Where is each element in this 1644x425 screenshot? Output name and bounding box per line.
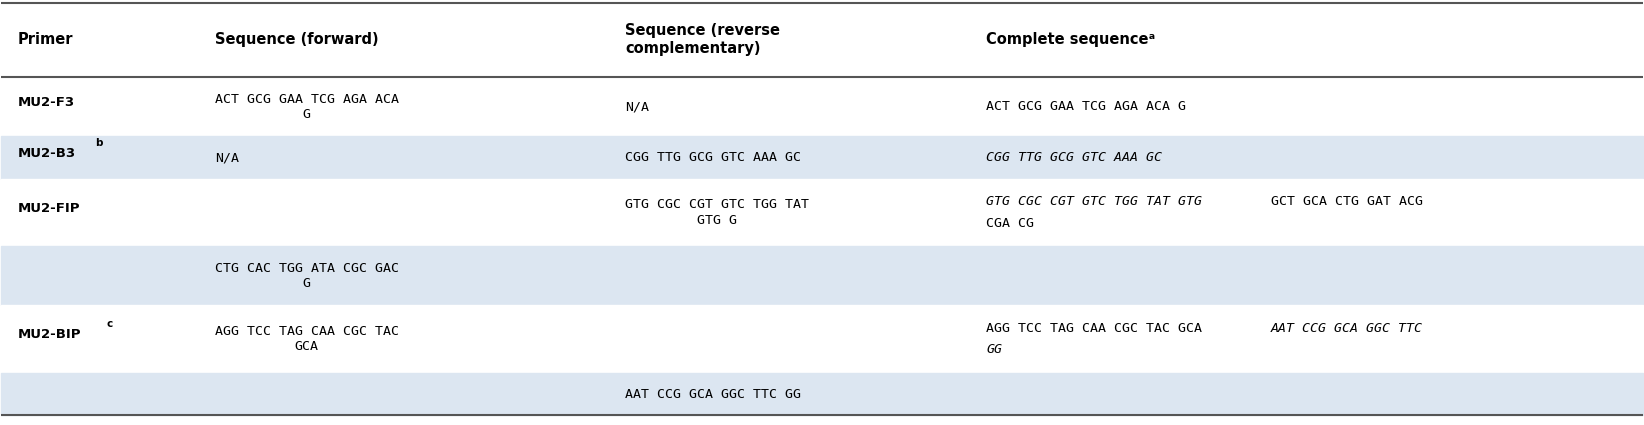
Text: GG: GG	[986, 343, 1003, 356]
Text: MU2-F3: MU2-F3	[18, 96, 76, 109]
Bar	[2, 136, 1642, 179]
Text: Sequence (reverse
complementary): Sequence (reverse complementary)	[625, 23, 779, 56]
Text: GCT GCA CTG GAT ACG: GCT GCA CTG GAT ACG	[1271, 196, 1424, 208]
Text: MU2-BIP: MU2-BIP	[18, 329, 81, 341]
Text: AAT CCG GCA GGC TTC GG: AAT CCG GCA GGC TTC GG	[625, 388, 801, 400]
Bar	[2, 373, 1642, 415]
Text: CGG TTG GCG GTC AAA GC: CGG TTG GCG GTC AAA GC	[625, 151, 801, 164]
Bar	[2, 306, 1642, 373]
Text: MU2-B3: MU2-B3	[18, 147, 76, 160]
Text: Complete sequenceᵃ: Complete sequenceᵃ	[986, 32, 1156, 47]
Text: N/A: N/A	[625, 100, 649, 113]
Text: ACT GCG GAA TCG AGA ACA G: ACT GCG GAA TCG AGA ACA G	[986, 100, 1185, 113]
Bar	[2, 179, 1642, 246]
Text: N/A: N/A	[215, 151, 238, 164]
Text: AGG TCC TAG CAA CGC TAC GCA: AGG TCC TAG CAA CGC TAC GCA	[986, 322, 1210, 335]
Text: c: c	[107, 320, 113, 329]
Text: CTG CAC TGG ATA CGC GAC
G: CTG CAC TGG ATA CGC GAC G	[215, 262, 399, 290]
Text: AGG TCC TAG CAA CGC TAC
GCA: AGG TCC TAG CAA CGC TAC GCA	[215, 325, 399, 353]
Text: b: b	[95, 138, 102, 148]
Text: GTG CGC CGT GTC TGG TAT
GTG G: GTG CGC CGT GTC TGG TAT GTG G	[625, 198, 809, 227]
Text: Sequence (forward): Sequence (forward)	[215, 32, 378, 47]
Text: MU2-FIP: MU2-FIP	[18, 202, 81, 215]
Text: ACT GCG GAA TCG AGA ACA
G: ACT GCG GAA TCG AGA ACA G	[215, 93, 399, 121]
Bar	[2, 246, 1642, 306]
Text: CGG TTG GCG GTC AAA GC: CGG TTG GCG GTC AAA GC	[986, 151, 1162, 164]
Text: Primer: Primer	[18, 32, 74, 47]
Text: CGA CG: CGA CG	[986, 217, 1034, 230]
Bar	[2, 77, 1642, 136]
Bar	[2, 1, 1642, 77]
Text: AAT CCG GCA GGC TTC: AAT CCG GCA GGC TTC	[1271, 322, 1424, 335]
Text: GTG CGC CGT GTC TGG TAT GTG: GTG CGC CGT GTC TGG TAT GTG	[986, 196, 1210, 208]
